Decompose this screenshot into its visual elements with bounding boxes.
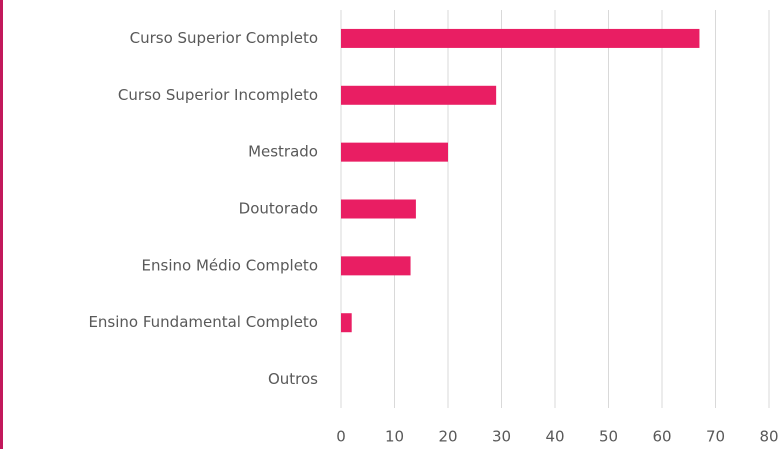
x-tick-label: 20 bbox=[438, 428, 457, 446]
x-tick-label: 60 bbox=[652, 428, 671, 446]
x-tick-label: 0 bbox=[336, 428, 346, 446]
bar bbox=[341, 28, 700, 48]
x-tick-label: 50 bbox=[599, 428, 618, 446]
y-tick-label: Mestrado bbox=[248, 143, 318, 161]
y-tick-label: Curso Superior Incompleto bbox=[118, 86, 318, 104]
bar bbox=[341, 85, 497, 105]
bar bbox=[341, 313, 352, 333]
bar bbox=[341, 256, 411, 276]
x-tick-label: 80 bbox=[759, 428, 778, 446]
x-tick-label: 70 bbox=[706, 428, 725, 446]
y-tick-label: Ensino Fundamental Completo bbox=[88, 313, 318, 331]
y-tick-label: Curso Superior Completo bbox=[130, 29, 318, 47]
y-tick-label: Outros bbox=[268, 370, 318, 388]
x-tick-label: 30 bbox=[492, 428, 511, 446]
x-tick-label: 40 bbox=[545, 428, 564, 446]
y-tick-label: Doutorado bbox=[239, 200, 318, 218]
x-tick-label: 10 bbox=[385, 428, 404, 446]
bar bbox=[341, 142, 448, 162]
bar bbox=[341, 199, 416, 219]
left-border bbox=[0, 0, 3, 449]
y-tick-label: Ensino Médio Completo bbox=[142, 256, 318, 274]
